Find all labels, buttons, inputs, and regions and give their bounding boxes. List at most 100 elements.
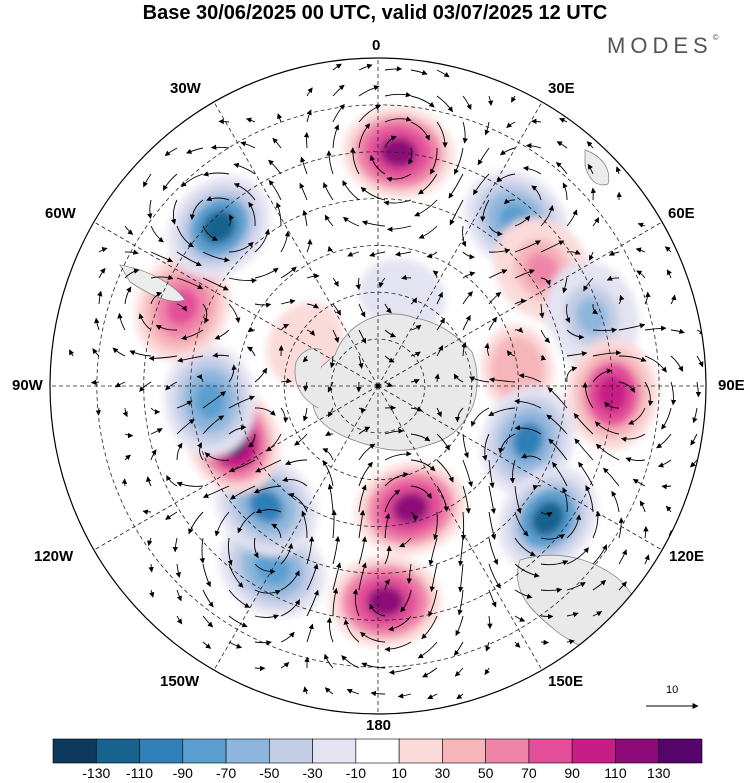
- wind-vector: [399, 537, 412, 548]
- wind-vector: [551, 461, 568, 487]
- wind-vector: [280, 570, 300, 591]
- wind-vector: [666, 269, 672, 279]
- wind-vector: [248, 201, 256, 227]
- wind-vector: [484, 667, 490, 675]
- wind-vector: [485, 641, 491, 652]
- anomaly-blob: [502, 350, 533, 388]
- wind-vector: [386, 173, 412, 182]
- colorbar-tick-label: 50: [477, 765, 494, 781]
- wind-vector: [254, 367, 268, 383]
- wind-vector: [410, 379, 420, 385]
- wind-vector: [386, 225, 412, 232]
- wind-vector: [253, 537, 259, 559]
- wind-vector: [266, 433, 282, 452]
- wind-vector: [306, 109, 312, 123]
- wind-vector: [644, 291, 651, 305]
- wind-vector: [462, 433, 469, 459]
- wind-vector: [324, 687, 334, 695]
- wind-vector: [514, 298, 527, 305]
- wind-vector: [637, 222, 646, 228]
- wind-vector: [384, 579, 390, 591]
- wind-vector: [280, 631, 295, 643]
- wind-vector: [248, 433, 256, 448]
- wind-vector: [277, 113, 283, 123]
- wind-vector: [384, 489, 401, 513]
- wind-vector: [566, 514, 582, 539]
- wind-vector: [670, 294, 677, 305]
- wind-vector: [433, 511, 439, 540]
- wind-vector: [280, 407, 289, 423]
- wind-vector: [618, 549, 628, 565]
- wind-vector: [578, 461, 594, 487]
- wind-vector: [484, 342, 490, 357]
- wind-vector: [214, 511, 230, 537]
- wind-vector: [288, 493, 308, 513]
- wind-vector: [488, 316, 498, 331]
- antarctica-landmass: [294, 313, 478, 451]
- wind-vector: [410, 297, 417, 305]
- wind-vector: [496, 173, 516, 183]
- wind-vector: [531, 185, 542, 201]
- wind-vector: [635, 247, 646, 253]
- wind-vector: [510, 95, 517, 103]
- wind-vector: [332, 84, 345, 97]
- wind-vector: [228, 459, 256, 473]
- lon-label-60w: 60W: [45, 205, 76, 222]
- wind-vector: [202, 563, 211, 588]
- wind-vector: [202, 391, 226, 409]
- wind-vector: [453, 641, 464, 656]
- wind-vector: [271, 523, 282, 539]
- wind-vector: [280, 323, 290, 331]
- wind-vector: [514, 641, 521, 648]
- wind-vector: [514, 615, 526, 622]
- wind-vector: [326, 617, 334, 643]
- wind-vector: [384, 641, 412, 653]
- wind-vector: [488, 589, 497, 608]
- wind-vector: [306, 273, 320, 279]
- wind-vector: [228, 589, 251, 608]
- wind-vector: [323, 653, 334, 669]
- wind-vector: [384, 545, 392, 565]
- wind-vector: [455, 615, 464, 636]
- wind-vector: [349, 147, 360, 175]
- wind-vector: [176, 481, 204, 487]
- wind-vector: [644, 355, 667, 373]
- wind-vector: [427, 693, 438, 700]
- wind-vector: [643, 525, 649, 539]
- wind-vector: [358, 85, 380, 97]
- wind-vector: [177, 355, 204, 363]
- wind-vector: [665, 505, 672, 513]
- wind-vector: [436, 69, 450, 78]
- latitude-circle: [190, 198, 566, 574]
- wind-vector: [150, 428, 163, 435]
- wind-vector: [237, 511, 256, 534]
- wind-vector: [202, 171, 230, 177]
- wind-vector: [477, 147, 490, 166]
- wind-vector: [592, 544, 608, 565]
- wind-vector: [625, 457, 646, 463]
- wind-vector: [429, 147, 438, 175]
- wind-vector: [343, 619, 360, 643]
- wind-vector: [176, 251, 202, 267]
- wind-vector: [218, 118, 230, 125]
- wind-vector: [487, 95, 494, 107]
- wind-vector: [268, 159, 282, 175]
- anomaly-blob: [249, 489, 284, 523]
- wind-vector: [124, 432, 134, 439]
- wind-vector: [410, 511, 419, 522]
- wind-vector: [488, 563, 501, 589]
- wind-vector: [657, 459, 672, 468]
- wind-vector: [176, 442, 183, 461]
- wind-vector: [531, 118, 542, 124]
- wind-vector: [436, 291, 443, 305]
- wind-vector: [280, 298, 296, 305]
- wind-vector: [418, 173, 438, 195]
- wind-vector: [327, 407, 334, 418]
- wind-vector: [632, 478, 646, 487]
- wind-vector: [514, 485, 522, 514]
- wind-vector: [341, 655, 360, 669]
- wind-vector: [276, 202, 282, 227]
- wind-vector: [358, 63, 373, 71]
- wind-vector: [670, 381, 677, 406]
- wind-vector: [176, 400, 193, 409]
